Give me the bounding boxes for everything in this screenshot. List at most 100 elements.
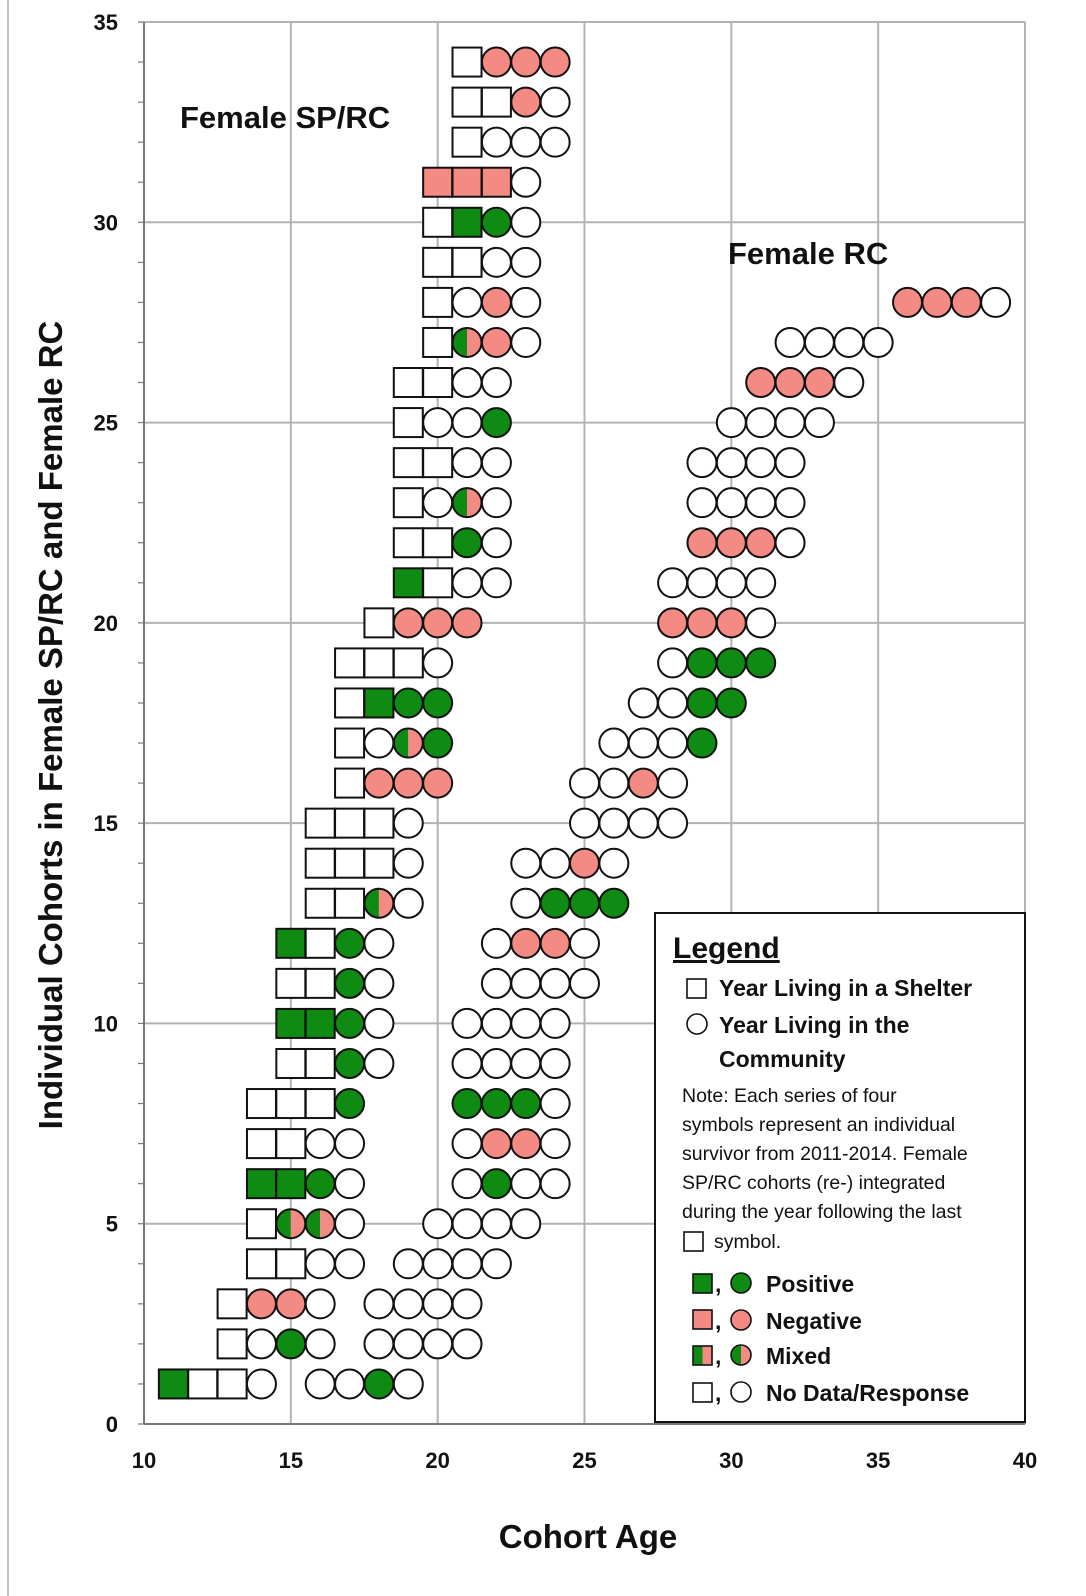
legend-mixed-comma: ,	[715, 1343, 721, 1369]
shelter-square-negative	[422, 166, 454, 198]
shelter-square-no-data	[216, 1328, 248, 1360]
community-circle-negative	[392, 767, 424, 799]
community-circle-negative	[245, 1288, 277, 1320]
community-circle-negative	[480, 286, 512, 318]
community-circle-no-data	[539, 1007, 571, 1039]
x-tick-label: 10	[132, 1448, 156, 1473]
legend-positive-comma: ,	[715, 1271, 721, 1297]
series-female-sprc	[157, 46, 571, 1400]
shelter-square-no-data	[304, 1088, 336, 1120]
community-circle-no-data	[627, 807, 659, 839]
community-circle-negative	[480, 1128, 512, 1160]
community-circle-no-data	[422, 1248, 454, 1280]
shelter-square-no-data	[334, 647, 366, 679]
community-circle-negative	[950, 286, 982, 318]
shelter-square-no-data	[451, 86, 483, 118]
community-circle-negative	[480, 46, 512, 78]
shelter-square-no-data	[334, 727, 366, 759]
community-circle-positive	[480, 1088, 512, 1120]
community-circle-no-data	[451, 1168, 483, 1200]
y-tick-label: 0	[106, 1412, 118, 1437]
community-circle-no-data	[657, 727, 689, 759]
community-circle-no-data	[392, 1288, 424, 1320]
community-circle-negative	[510, 46, 542, 78]
shelter-square-no-data	[334, 887, 366, 919]
community-circle-mixed	[392, 727, 424, 759]
community-circle-no-data	[833, 326, 865, 358]
shelter-square-no-data	[304, 807, 336, 839]
legend-note-line-3: survivor from 2011-2014. Female	[682, 1143, 968, 1165]
community-circle-negative	[451, 607, 483, 639]
shelter-square-no-data	[275, 1047, 307, 1079]
community-circle-no-data	[451, 1007, 483, 1039]
legend-mixed-circle-icon-green	[731, 1345, 741, 1365]
community-circle-no-data	[480, 1208, 512, 1240]
community-circle-no-data	[510, 206, 542, 238]
community-circle-no-data	[422, 1328, 454, 1360]
community-circle-negative	[510, 927, 542, 959]
shelter-square-no-data	[275, 1088, 307, 1120]
community-circle-no-data	[598, 767, 630, 799]
shelter-square-no-data	[187, 1368, 219, 1400]
community-circle-no-data	[686, 487, 718, 519]
shelter-square-positive	[363, 687, 395, 719]
community-circle-positive	[480, 206, 512, 238]
community-circle-no-data	[598, 807, 630, 839]
shelter-square-no-data	[334, 807, 366, 839]
shelter-square-no-data	[275, 1248, 307, 1280]
community-circle-negative	[715, 607, 747, 639]
community-circle-no-data	[480, 246, 512, 278]
shelter-square-positive	[304, 1007, 336, 1039]
community-circle-no-data	[451, 367, 483, 399]
community-circle-positive	[598, 887, 630, 919]
community-circle-positive	[686, 687, 718, 719]
shelter-square-no-data	[422, 447, 454, 479]
community-circle-no-data	[803, 326, 835, 358]
legend-positive-square-icon	[692, 1273, 713, 1294]
legend-community-label-1: Year Living in the	[719, 1012, 909, 1038]
legend-negative-comma: ,	[715, 1308, 721, 1334]
shelter-square-no-data	[245, 1208, 277, 1240]
community-circle-no-data	[715, 447, 747, 479]
legend-mixed-square-icon-pink	[702, 1346, 712, 1365]
shelter-square-no-data	[363, 807, 395, 839]
shelter-square-no-data	[451, 46, 483, 78]
community-circle-positive	[422, 687, 454, 719]
community-circle-no-data	[480, 567, 512, 599]
community-circle-no-data	[745, 487, 777, 519]
community-circle-positive	[451, 527, 483, 559]
legend-positive-circle-icon	[730, 1272, 752, 1294]
shelter-square-no-data	[216, 1288, 248, 1320]
community-circle-no-data	[539, 967, 571, 999]
community-circle-no-data	[510, 967, 542, 999]
community-circle-no-data	[862, 326, 894, 358]
community-circle-no-data	[392, 807, 424, 839]
community-circle-no-data	[451, 1128, 483, 1160]
community-circle-negative	[422, 767, 454, 799]
community-circle-no-data	[569, 967, 600, 999]
community-circle-no-data	[304, 1368, 336, 1400]
legend-mixed-square-icon-green	[693, 1346, 703, 1365]
community-circle-no-data	[980, 286, 1012, 318]
community-circle-positive	[392, 687, 424, 719]
shelter-square-positive	[392, 567, 424, 599]
community-circle-no-data	[774, 407, 806, 439]
community-circle-no-data	[510, 166, 542, 198]
community-circle-no-data	[510, 1047, 542, 1079]
community-circle-negative	[539, 46, 571, 78]
community-circle-no-data	[833, 367, 865, 399]
community-circle-no-data	[245, 1368, 277, 1400]
community-circle-negative	[892, 286, 924, 318]
community-circle-no-data	[715, 407, 747, 439]
community-circle-no-data	[569, 807, 600, 839]
shelter-square-no-data	[334, 847, 366, 879]
community-circle-no-data	[480, 1248, 512, 1280]
legend-title: Legend	[673, 932, 780, 965]
community-circle-negative	[686, 527, 718, 559]
annotation-female-rc: Female RC	[728, 236, 888, 271]
shelter-square-no-data	[392, 527, 424, 559]
shelter-square-no-data	[422, 246, 454, 278]
shelter-square-no-data	[304, 847, 336, 879]
community-circle-no-data	[363, 727, 395, 759]
shelter-square-no-data	[392, 647, 424, 679]
